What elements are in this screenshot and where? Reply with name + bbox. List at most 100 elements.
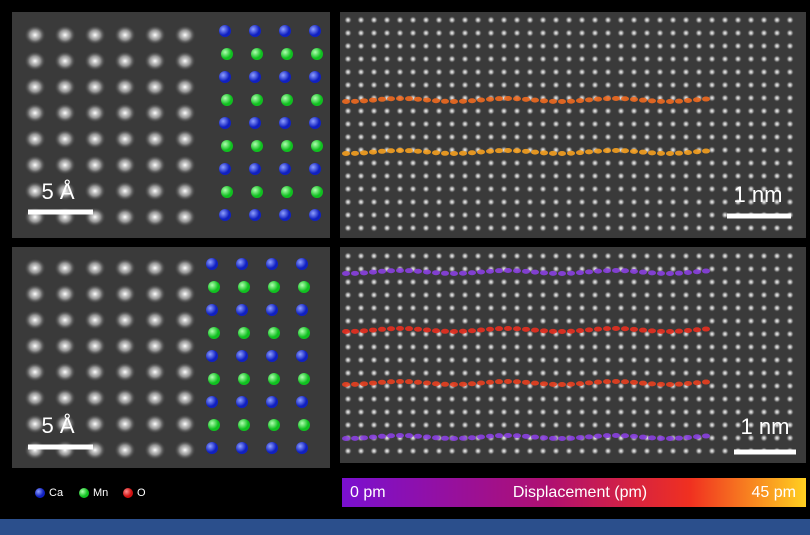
lattice-dot bbox=[357, 68, 365, 76]
lattice-dot bbox=[747, 107, 755, 115]
lattice-dot bbox=[552, 107, 560, 115]
lattice-dot bbox=[357, 369, 365, 377]
displacement-mark bbox=[513, 268, 521, 273]
lattice-dot bbox=[357, 395, 365, 403]
lattice-dot bbox=[682, 291, 690, 299]
lattice-dot bbox=[474, 343, 482, 351]
lattice-dot bbox=[773, 369, 781, 377]
lattice-dot bbox=[643, 29, 651, 37]
lattice-dot bbox=[669, 395, 677, 403]
lattice-dot bbox=[773, 382, 781, 390]
lattice-dot bbox=[565, 447, 573, 455]
displacement-mark bbox=[702, 327, 710, 332]
atom-column bbox=[24, 336, 46, 356]
lattice-dot bbox=[630, 369, 638, 377]
lattice-dot bbox=[643, 16, 651, 24]
lattice-dot bbox=[539, 16, 547, 24]
lattice-dot bbox=[760, 330, 768, 338]
lattice-dot bbox=[396, 395, 404, 403]
lattice-dot bbox=[383, 369, 391, 377]
lattice-dot bbox=[604, 304, 612, 312]
lattice-dot bbox=[591, 55, 599, 63]
displacement-mark bbox=[405, 433, 413, 438]
lattice-dot bbox=[578, 172, 586, 180]
lattice-dot bbox=[656, 304, 664, 312]
lattice-dot bbox=[591, 356, 599, 364]
legend-label: Ca bbox=[49, 487, 64, 499]
lattice-dot bbox=[708, 369, 716, 377]
lattice-dot bbox=[422, 16, 430, 24]
atom-column bbox=[174, 103, 196, 123]
displacement-mark bbox=[351, 329, 359, 334]
atom bbox=[206, 258, 218, 270]
lattice-dot bbox=[487, 16, 495, 24]
lattice-dot bbox=[682, 159, 690, 167]
lattice-dot bbox=[617, 29, 625, 37]
lattice-dot bbox=[695, 133, 703, 141]
atom bbox=[206, 350, 218, 362]
displacement-mark bbox=[387, 379, 395, 384]
lattice-dot bbox=[409, 185, 417, 193]
lattice-dot bbox=[682, 120, 690, 128]
atom-column bbox=[84, 103, 106, 123]
atom-column bbox=[144, 388, 166, 408]
lattice-dot bbox=[500, 107, 508, 115]
lattice-dot bbox=[435, 291, 443, 299]
displacement-mark bbox=[450, 271, 458, 276]
lattice-dot bbox=[630, 16, 638, 24]
lattice-dot bbox=[344, 369, 352, 377]
lattice-dot bbox=[695, 395, 703, 403]
displacement-mark bbox=[603, 379, 611, 384]
lattice-dot bbox=[344, 343, 352, 351]
lattice-dot bbox=[409, 120, 417, 128]
lattice-dot bbox=[643, 447, 651, 455]
lattice-dot bbox=[643, 120, 651, 128]
lattice-dot bbox=[682, 408, 690, 416]
lattice-dot bbox=[565, 133, 573, 141]
lattice-dot bbox=[370, 42, 378, 50]
lattice-dot bbox=[461, 107, 469, 115]
lattice-dot bbox=[552, 81, 560, 89]
lattice-dot bbox=[409, 81, 417, 89]
atom bbox=[266, 396, 278, 408]
lattice-dot bbox=[643, 252, 651, 260]
lattice-dot bbox=[617, 185, 625, 193]
atom bbox=[238, 419, 250, 431]
atom-column bbox=[84, 181, 106, 201]
lattice-dot bbox=[682, 16, 690, 24]
lattice-dot bbox=[708, 330, 716, 338]
lattice-dot bbox=[448, 395, 456, 403]
atom bbox=[281, 140, 293, 152]
displacement-mark bbox=[531, 381, 539, 386]
atom bbox=[279, 71, 291, 83]
lattice-dot bbox=[409, 317, 417, 325]
lattice-dot bbox=[747, 356, 755, 364]
displacement-mark bbox=[441, 436, 449, 441]
displacement-mark bbox=[540, 98, 548, 103]
displacement-mark bbox=[558, 382, 566, 387]
lattice-dot bbox=[539, 356, 547, 364]
lattice-dot bbox=[617, 343, 625, 351]
lattice-dot bbox=[591, 408, 599, 416]
atom bbox=[249, 117, 261, 129]
displacement-mark bbox=[468, 328, 476, 333]
lattice-dot bbox=[409, 356, 417, 364]
lattice-dot bbox=[773, 291, 781, 299]
lattice-dot bbox=[435, 369, 443, 377]
displacement-mark bbox=[360, 150, 368, 155]
lattice-dot bbox=[565, 421, 573, 429]
lattice-dot bbox=[760, 94, 768, 102]
atom bbox=[208, 281, 220, 293]
displacement-mark bbox=[459, 271, 467, 276]
displacement-mark bbox=[423, 97, 431, 102]
displacement-mark bbox=[585, 327, 593, 332]
lattice-dot bbox=[500, 330, 508, 338]
lattice-dot bbox=[578, 81, 586, 89]
displacement-mark bbox=[684, 381, 692, 386]
displacement-mark bbox=[423, 380, 431, 385]
lattice-dot bbox=[435, 447, 443, 455]
displacement-mark bbox=[648, 270, 656, 275]
lattice-dot bbox=[526, 278, 534, 286]
lattice-dot bbox=[604, 356, 612, 364]
lattice-dot bbox=[786, 265, 794, 273]
